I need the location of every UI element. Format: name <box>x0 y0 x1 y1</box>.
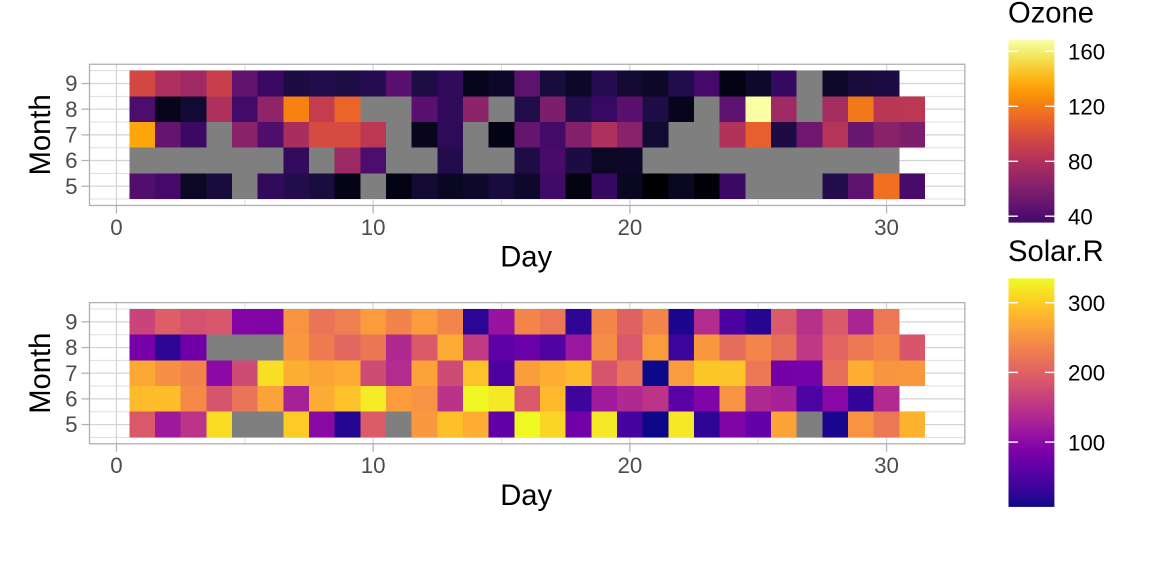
svg-text:5: 5 <box>65 412 77 437</box>
svg-text:0: 0 <box>110 453 122 478</box>
svg-text:9: 9 <box>65 71 77 96</box>
svg-text:160: 160 <box>1068 40 1105 65</box>
svg-text:6: 6 <box>65 148 77 173</box>
svg-text:6: 6 <box>65 386 77 411</box>
svg-text:Ozone: Ozone <box>1008 0 1094 29</box>
svg-text:Day: Day <box>500 242 552 274</box>
svg-text:200: 200 <box>1068 361 1105 386</box>
svg-text:120: 120 <box>1068 95 1105 120</box>
svg-text:30: 30 <box>874 453 899 478</box>
svg-text:10: 10 <box>361 215 386 240</box>
svg-text:20: 20 <box>617 453 642 478</box>
svg-text:Day: Day <box>500 480 552 512</box>
svg-text:100: 100 <box>1068 430 1105 455</box>
svg-text:Month: Month <box>25 94 57 175</box>
svg-text:Solar.R: Solar.R <box>1008 236 1104 268</box>
svg-text:10: 10 <box>361 453 386 478</box>
svg-text:20: 20 <box>617 215 642 240</box>
svg-text:5: 5 <box>65 174 77 199</box>
svg-text:7: 7 <box>65 122 77 147</box>
svg-text:30: 30 <box>874 215 899 240</box>
svg-text:7: 7 <box>65 361 77 386</box>
svg-text:300: 300 <box>1068 291 1105 316</box>
svg-text:40: 40 <box>1068 205 1093 230</box>
svg-text:0: 0 <box>110 215 122 240</box>
svg-text:9: 9 <box>65 309 77 334</box>
svg-text:Month: Month <box>25 333 57 414</box>
svg-text:8: 8 <box>65 97 77 122</box>
svg-text:80: 80 <box>1068 150 1093 175</box>
svg-text:8: 8 <box>65 335 77 360</box>
